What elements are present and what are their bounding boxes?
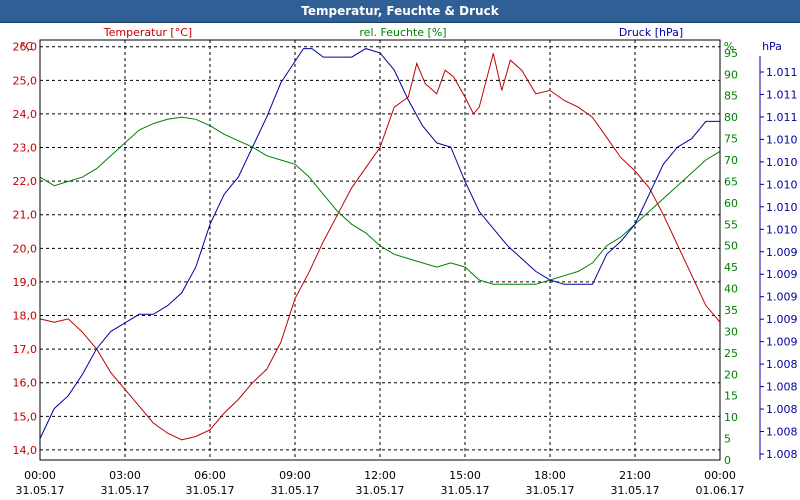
right-tick-label: 75	[724, 133, 738, 146]
pressure-tick-label: 1.008	[766, 426, 798, 439]
right-tick-label: 70	[724, 154, 738, 167]
right-tick-label: 65	[724, 175, 738, 188]
right-tick-label: 20	[724, 368, 738, 381]
pressure-tick-label: 1.008	[766, 403, 798, 416]
right-tick-label: 90	[724, 68, 738, 81]
title-bar: Temperatur, Feuchte & Druck	[0, 0, 800, 23]
pressure-tick-label: 1.009	[766, 336, 798, 349]
left-tick-label: 23,0	[13, 142, 38, 155]
left-tick-label: 21,0	[13, 209, 38, 222]
left-tick-label: 16,0	[13, 377, 38, 390]
x-tick-time: 09:00	[279, 469, 311, 482]
pressure-tick-label: 1.010	[766, 133, 798, 146]
window-title: Temperatur, Feuchte & Druck	[301, 4, 499, 18]
temperature-line	[39, 53, 721, 441]
right-tick-label: 80	[724, 111, 738, 124]
pressure-line	[39, 48, 720, 439]
pressure-tick-label: 1.011	[766, 88, 798, 101]
x-tick-time: 00:00	[24, 469, 56, 482]
left-tick-label: 15,0	[13, 410, 38, 423]
x-tick-time: 00:00	[704, 469, 736, 482]
legend-humidity: rel. Feuchte [%]	[359, 26, 446, 39]
pressure-tick-label: 1.008	[766, 381, 798, 394]
x-tick-date: 31.05.17	[526, 484, 575, 497]
pressure-tick-label: 1.010	[766, 156, 798, 169]
series-group	[39, 48, 721, 441]
grid	[40, 40, 720, 460]
pressure-tick-label: 1.009	[766, 246, 798, 259]
right-axis-unit: %	[724, 40, 734, 53]
pressure-tick-label: 1.009	[766, 291, 798, 304]
humidity-line	[39, 116, 721, 285]
x-tick-time: 12:00	[364, 469, 396, 482]
left-tick-label: 25,0	[13, 74, 38, 87]
left-tick-label: 26,0	[13, 41, 38, 54]
right-tick-label: 15	[724, 390, 738, 403]
pressure-tick-label: 1.010	[766, 223, 798, 236]
x-tick-date: 31.05.17	[271, 484, 320, 497]
x-tick-date: 31.05.17	[186, 484, 235, 497]
right-tick-label: 50	[724, 240, 738, 253]
right-tick-label: 40	[724, 283, 738, 296]
x-tick-time: 06:00	[194, 469, 226, 482]
left-axis-unit: °C	[20, 40, 34, 53]
left-tick-label: 20,0	[13, 242, 38, 255]
x-tick-date: 31.05.17	[611, 484, 660, 497]
right-tick-label: 35	[724, 304, 738, 317]
right-tick-label: 25	[724, 347, 738, 360]
pressure-tick-label: 1.009	[766, 268, 798, 281]
left-tick-label: 19,0	[13, 276, 38, 289]
left-tick-label: 24,0	[13, 108, 38, 121]
pressure-axis-unit: hPa	[762, 40, 782, 53]
legend-temperature: Temperatur [°C]	[103, 26, 192, 39]
right-tick-label: 85	[724, 90, 738, 103]
right-tick-label: 95	[724, 47, 738, 60]
left-tick-label: 17,0	[13, 343, 38, 356]
x-tick-date: 31.05.17	[356, 484, 405, 497]
right-tick-label: 0	[724, 454, 731, 467]
right-tick-label: 55	[724, 218, 738, 231]
pressure-tick-label: 1.011	[766, 66, 798, 79]
pressure-tick-label: 1.010	[766, 178, 798, 191]
plot-frame	[39, 39, 721, 461]
left-tick-label: 14,0	[13, 444, 38, 457]
x-tick-date: 01.06.17	[696, 484, 745, 497]
right-tick-label: 60	[724, 197, 738, 210]
pressure-tick-label: 1.008	[766, 448, 798, 461]
left-tick-label: 22,0	[13, 175, 38, 188]
legend-pressure: Druck [hPa]	[619, 26, 683, 39]
x-tick-date: 31.05.17	[101, 484, 150, 497]
left-tick-label: 18,0	[13, 310, 38, 323]
x-tick-date: 31.05.17	[16, 484, 65, 497]
pressure-tick-label: 1.010	[766, 201, 798, 214]
pressure-tick-label: 1.009	[766, 313, 798, 326]
right-tick-label: 45	[724, 261, 738, 274]
x-tick-time: 03:00	[109, 469, 141, 482]
x-tick-date: 31.05.17	[441, 484, 490, 497]
x-tick-time: 18:00	[534, 469, 566, 482]
right-tick-label: 30	[724, 325, 738, 338]
x-tick-time: 21:00	[619, 469, 651, 482]
right-tick-label: 10	[724, 411, 738, 424]
right-tick-label: 5	[724, 433, 731, 446]
pressure-tick-label: 1.011	[766, 111, 798, 124]
tick-labels: 00:00 31.05.17 03:00 31.05.17 06:00 31.05.17 0…	[13, 41, 798, 497]
pressure-tick-label: 1.008	[766, 358, 798, 371]
x-tick-time: 15:00	[449, 469, 481, 482]
